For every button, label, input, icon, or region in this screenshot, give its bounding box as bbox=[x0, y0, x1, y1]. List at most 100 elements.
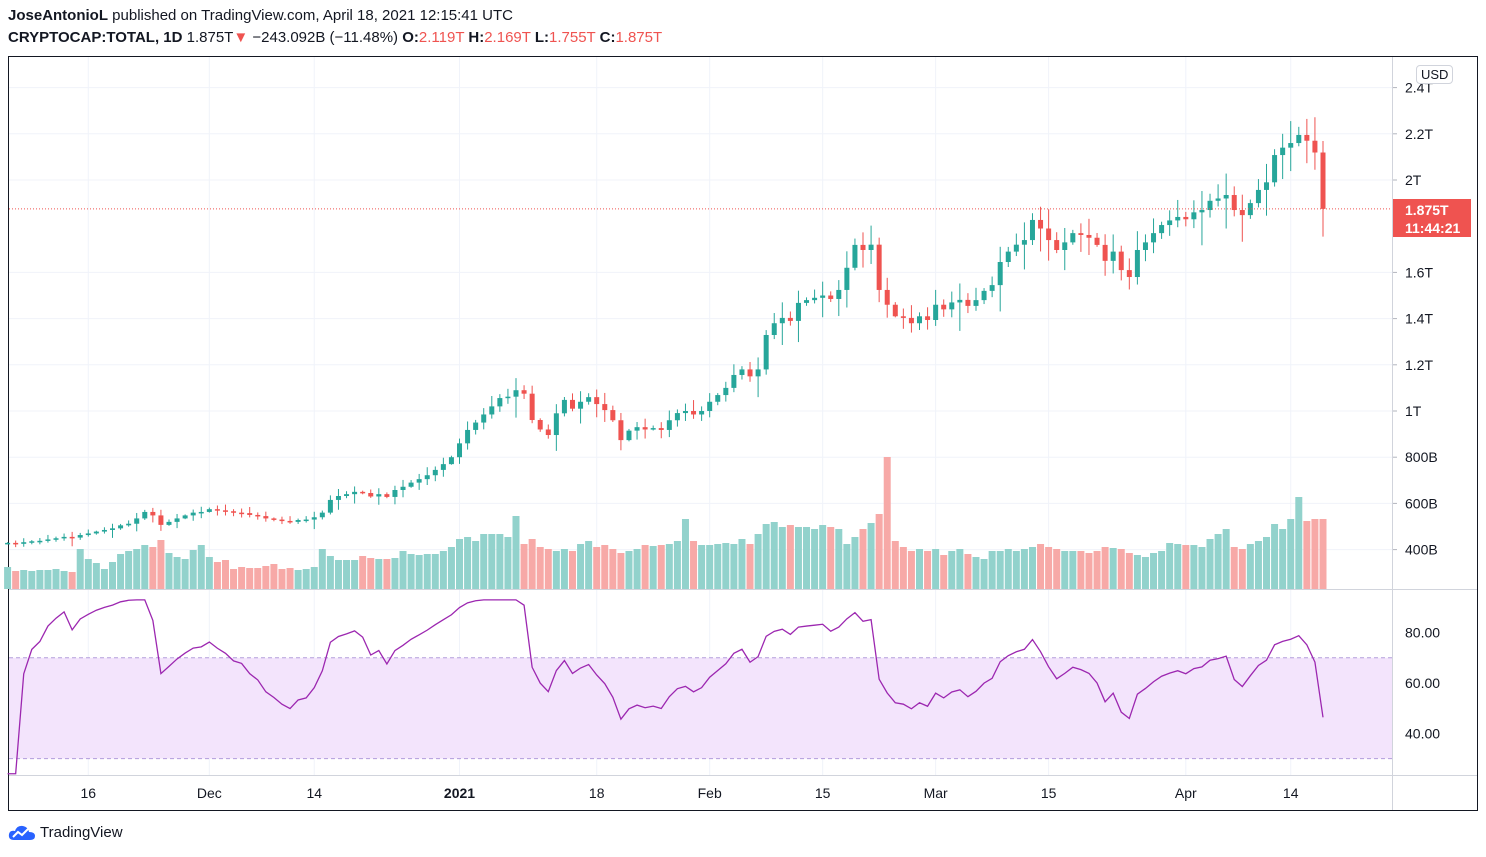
symbol-name[interactable]: CRYPTOCAP:TOTAL, 1D bbox=[8, 29, 183, 46]
volume-bar bbox=[625, 551, 633, 589]
open-label: O: bbox=[402, 29, 419, 46]
volume-bar bbox=[746, 544, 754, 589]
currency-label[interactable]: USD bbox=[1416, 65, 1454, 84]
candle-body bbox=[602, 404, 608, 411]
candle-body bbox=[884, 289, 890, 305]
author-name[interactable]: JoseAntonioL bbox=[8, 7, 108, 24]
candle-body bbox=[1288, 143, 1294, 148]
volume-bar bbox=[1254, 541, 1262, 589]
brand-name: TradingView bbox=[40, 823, 123, 841]
candle-body bbox=[779, 317, 785, 324]
volume-bar bbox=[383, 559, 391, 589]
candle-body bbox=[222, 510, 228, 512]
volume-bar bbox=[141, 545, 149, 589]
volume-bar bbox=[665, 544, 673, 589]
volume-bar bbox=[972, 557, 980, 589]
rsi-polyline bbox=[7, 599, 1324, 775]
volume-bar bbox=[754, 534, 762, 589]
low-value: 1.755T bbox=[549, 29, 596, 46]
volume-bar bbox=[334, 560, 342, 589]
x-tick-label: Feb bbox=[698, 785, 722, 801]
chart-frame bbox=[8, 56, 1478, 811]
published-text: published on TradingView.com, April 18, … bbox=[112, 7, 513, 24]
x-tick-label: Apr bbox=[1175, 785, 1197, 801]
x-tick-label: 14 bbox=[1283, 785, 1299, 801]
volume-bar bbox=[673, 541, 681, 589]
close-value: 1.875T bbox=[615, 29, 663, 46]
candle-body bbox=[1183, 216, 1189, 220]
volume-bar bbox=[60, 571, 68, 589]
candle-body bbox=[295, 520, 301, 522]
candle-body bbox=[949, 302, 955, 310]
volume-bar bbox=[456, 539, 464, 589]
candle-body bbox=[150, 511, 156, 516]
candle-body bbox=[1126, 270, 1132, 278]
candle-body bbox=[255, 514, 261, 517]
volume-bar bbox=[278, 569, 286, 589]
candle-body bbox=[392, 490, 398, 497]
volume-bar bbox=[20, 570, 28, 589]
candle-body bbox=[21, 542, 27, 544]
volume-bar bbox=[1053, 549, 1061, 589]
candle-body bbox=[820, 295, 826, 298]
volume-bar bbox=[568, 551, 576, 589]
candle-body bbox=[384, 494, 390, 497]
candle-body bbox=[739, 369, 745, 375]
candle-body bbox=[666, 420, 672, 430]
candle-body bbox=[1312, 140, 1318, 153]
volume-bar bbox=[359, 556, 367, 589]
volume-bar bbox=[794, 527, 802, 589]
volume-bar bbox=[762, 524, 770, 589]
volume-bar bbox=[12, 571, 20, 589]
volume-bar bbox=[536, 547, 544, 589]
candle-body bbox=[214, 509, 220, 511]
y-tick-label: 2.2T bbox=[1405, 126, 1433, 142]
candle-body bbox=[311, 517, 317, 520]
volume-bar bbox=[133, 549, 141, 589]
candle-body bbox=[1151, 233, 1157, 243]
volume-bar bbox=[585, 541, 593, 589]
rsi-band bbox=[9, 657, 1392, 760]
volume-bar bbox=[1061, 551, 1069, 589]
volume-bar bbox=[52, 569, 60, 589]
candle-body bbox=[626, 430, 632, 441]
volume-bar bbox=[125, 551, 133, 589]
volume-bar bbox=[1198, 547, 1206, 589]
candle-body bbox=[448, 457, 454, 465]
candle-body bbox=[344, 494, 350, 497]
candle-body bbox=[352, 491, 358, 495]
volume-bar bbox=[633, 549, 641, 589]
candle-body bbox=[642, 427, 648, 430]
candle-body bbox=[85, 533, 91, 536]
volume-bar bbox=[932, 549, 940, 589]
candle-body bbox=[553, 413, 559, 436]
volume-bar bbox=[1093, 551, 1101, 589]
candle-body bbox=[674, 413, 680, 421]
volume-bar bbox=[657, 545, 665, 589]
candle-body bbox=[5, 542, 11, 545]
volume-bar bbox=[480, 534, 488, 589]
volume-bar bbox=[1069, 551, 1077, 589]
volume-bar bbox=[351, 560, 359, 589]
candle-body bbox=[239, 512, 245, 515]
volume-bar bbox=[1303, 521, 1311, 589]
volume-bar bbox=[681, 519, 689, 589]
volume-bar bbox=[1012, 551, 1020, 589]
tradingview-logo[interactable]: TradingView bbox=[8, 823, 123, 841]
volume-bar bbox=[1190, 545, 1198, 589]
volume-bar bbox=[1125, 553, 1133, 589]
volume-bar bbox=[1109, 548, 1117, 589]
volume-bar bbox=[44, 570, 52, 589]
volume-bar bbox=[1222, 529, 1230, 589]
volume-bar bbox=[343, 560, 351, 589]
volume-bar bbox=[560, 549, 568, 589]
volume-bar bbox=[867, 523, 875, 589]
candle-body bbox=[529, 393, 535, 421]
x-tick-label: 16 bbox=[81, 785, 97, 801]
volume-bar bbox=[1133, 555, 1141, 589]
candle-body bbox=[126, 523, 132, 526]
volume-bar bbox=[1295, 497, 1303, 589]
publish-info: JoseAntonioL published on TradingView.co… bbox=[8, 7, 513, 24]
volume-bar bbox=[956, 549, 964, 589]
